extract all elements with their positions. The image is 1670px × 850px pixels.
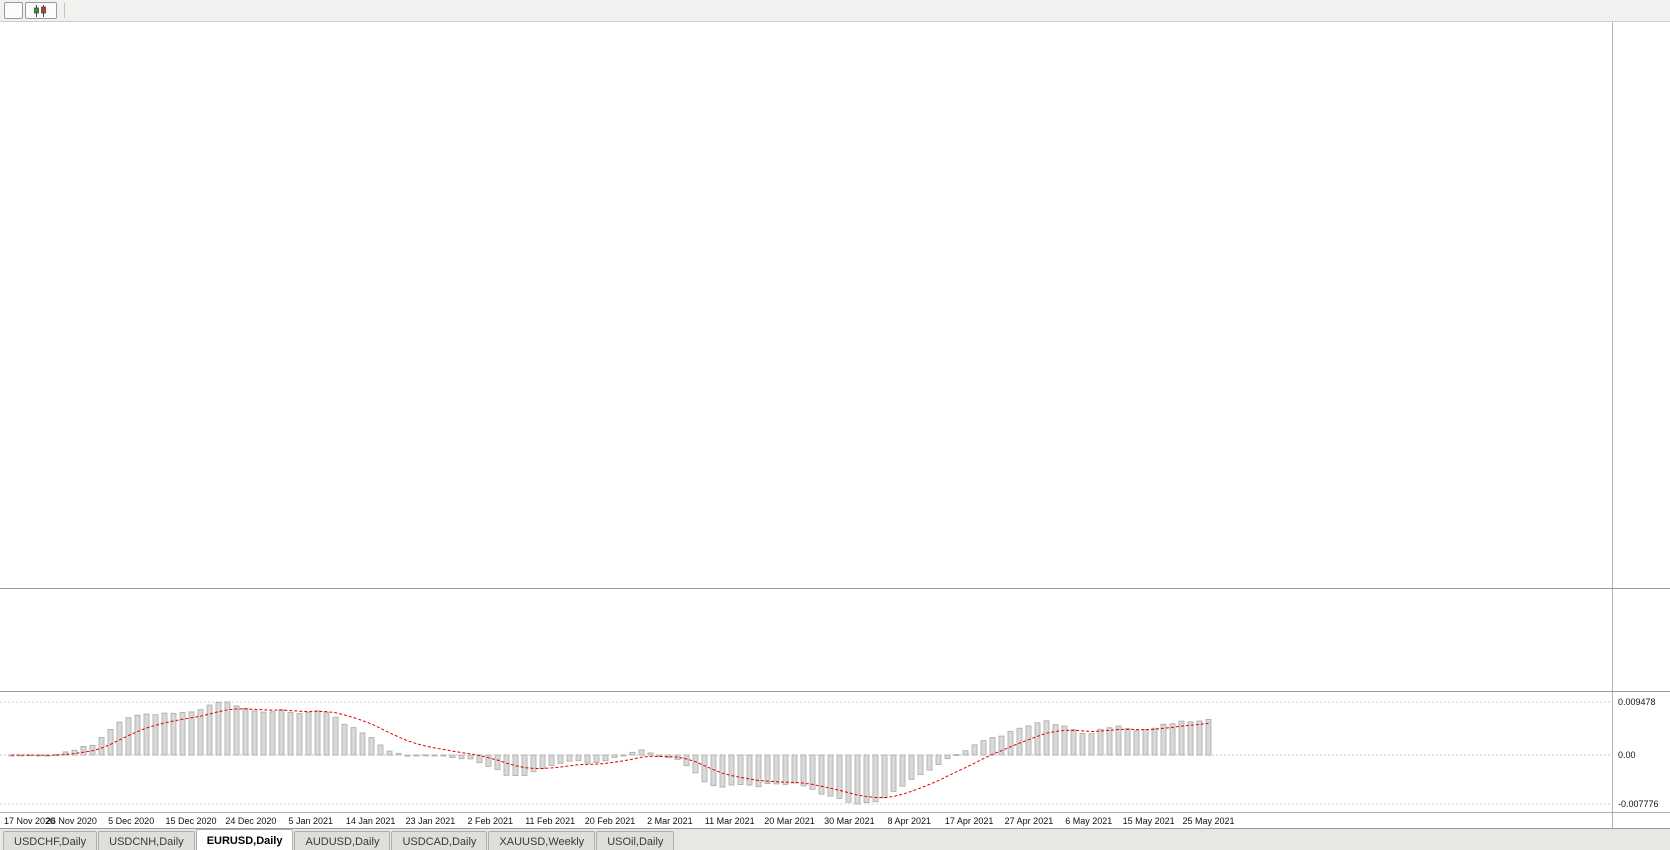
date-label: 11 Mar 2021 (704, 816, 755, 826)
date-label: 17 Nov 2020 (4, 816, 56, 826)
date-label: 26 Nov 2020 (45, 816, 97, 826)
date-label: 11 Feb 2021 (525, 816, 576, 826)
macd-tick-label: -0.007776 (1618, 799, 1659, 809)
tab-xauusd-weekly[interactable]: XAUUSD,Weekly (488, 831, 596, 850)
date-label: 23 Jan 2021 (405, 816, 456, 826)
macd-axis[interactable]: 0.009478 0.00 -0.007776 (1612, 692, 1670, 812)
date-label: 24 Dec 2020 (225, 816, 277, 826)
tab-usdcad-daily[interactable]: USDCAD,Daily (391, 831, 488, 850)
rsi-indicator-panel (0, 588, 1670, 691)
chart-tab-bar: USDCHF,Daily USDCNH,Daily EURUSD,Daily AUDU… (0, 828, 1670, 850)
date-label: 6 May 2021 (1065, 816, 1113, 826)
date-label: 20 Feb 2021 (584, 816, 636, 826)
date-label: 8 Apr 2021 (887, 816, 932, 826)
date-label: 5 Jan 2021 (288, 816, 334, 826)
main-chart-panel (0, 22, 1670, 588)
date-label: 20 Mar 2021 (764, 816, 815, 826)
tab-usoil-daily[interactable]: USOil,Daily (596, 831, 675, 850)
chart-type-button[interactable] (25, 2, 57, 19)
tab-audusd-daily[interactable]: AUDUSD,Daily (294, 831, 391, 850)
chart-tabs: USDCHF,Daily USDCNH,Daily EURUSD,Daily AUDU… (3, 829, 675, 850)
macd-tick-label: 0.00 (1618, 750, 1636, 761)
candlestick-chart-icon (34, 4, 46, 17)
date-label: 17 Apr 2021 (944, 816, 994, 826)
date-label: 15 Dec 2020 (165, 816, 217, 826)
rsi-axis[interactable] (1612, 589, 1670, 691)
date-label: 25 May 2021 (1182, 816, 1235, 826)
date-label: 14 Jan 2021 (345, 816, 396, 826)
macd-histogram (8, 701, 1212, 805)
price-chart-canvas[interactable] (0, 22, 1612, 588)
date-label: 2 Mar 2021 (647, 816, 693, 826)
toolbar-separator (64, 3, 65, 18)
main-toolbar (0, 0, 1670, 22)
date-label: 27 Apr 2021 (1004, 816, 1054, 826)
date-label: 2 Feb 2021 (467, 816, 514, 826)
macd-canvas[interactable] (0, 692, 1612, 812)
tab-eurusd-daily[interactable]: EURUSD,Daily (195, 829, 294, 850)
macd-tick-label: 0.009478 (1618, 697, 1656, 707)
tool-button[interactable] (4, 2, 23, 19)
time-axis[interactable]: 17 Nov 2020 26 Nov 2020 5 Dec 2020 15 Dec 2… (0, 812, 1670, 828)
tab-usdchf-daily[interactable]: USDCHF,Daily (3, 831, 98, 850)
price-axis[interactable] (1612, 22, 1670, 588)
date-label: 30 Mar 2021 (824, 816, 875, 826)
date-label: 15 May 2021 (1122, 816, 1175, 826)
tab-scroll-arrows (1644, 829, 1670, 850)
tab-usdcnh-daily[interactable]: USDCNH,Daily (98, 831, 195, 850)
time-axis-corner (1612, 813, 1670, 828)
macd-indicator-panel: 0.009478 0.00 -0.007776 (0, 691, 1670, 812)
macd-signal-line (11, 708, 1209, 799)
rsi-canvas[interactable] (0, 589, 1612, 691)
date-label: 5 Dec 2020 (108, 816, 155, 826)
